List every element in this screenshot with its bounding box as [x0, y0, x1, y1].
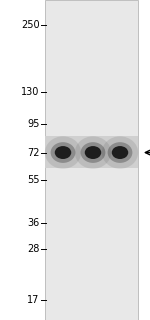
Text: 36: 36 [27, 219, 40, 228]
Text: 72: 72 [27, 148, 40, 157]
Ellipse shape [81, 142, 105, 163]
Text: 55: 55 [27, 175, 40, 185]
Text: 250: 250 [21, 20, 40, 30]
Ellipse shape [112, 146, 128, 159]
Text: 95: 95 [27, 119, 40, 129]
Ellipse shape [85, 146, 101, 159]
Ellipse shape [45, 136, 81, 169]
Text: 17: 17 [27, 295, 40, 305]
Ellipse shape [55, 146, 71, 159]
Bar [45, 0, 138, 320]
Bar [45, 136, 138, 168]
Ellipse shape [51, 142, 75, 163]
Text: 130: 130 [21, 87, 40, 97]
Text: 28: 28 [27, 244, 40, 254]
Ellipse shape [102, 136, 138, 169]
Ellipse shape [108, 142, 132, 163]
Ellipse shape [75, 136, 111, 169]
